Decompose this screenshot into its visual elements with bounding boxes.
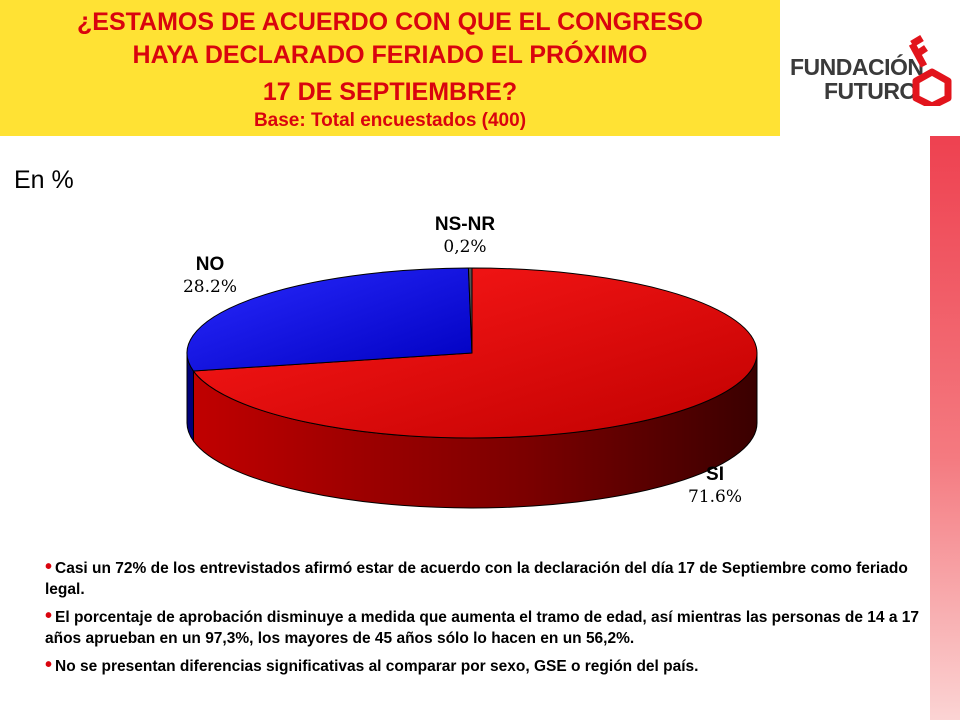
logo-line-2: FUTURO bbox=[824, 78, 917, 104]
unit-label: En % bbox=[14, 166, 74, 194]
slice-label-ns-nr: NS-NR bbox=[435, 214, 495, 235]
note-item: • Casi un 72% de los entrevistados afirmó… bbox=[45, 556, 925, 600]
chart-subtitle: Base: Total encuestados (400) bbox=[253, 110, 527, 131]
bullet-icon: • bbox=[45, 654, 53, 676]
note-text: El porcentaje de aprobación disminuye a … bbox=[45, 609, 920, 647]
pie-slice-si bbox=[192, 267, 758, 439]
note-text: No se presentan diferencias significativ… bbox=[55, 658, 699, 675]
note-item: • El porcentaje de aprobación disminuye a… bbox=[45, 605, 925, 649]
key-icon bbox=[908, 34, 952, 106]
note-item: • No se presentan diferencias significati… bbox=[45, 654, 925, 677]
pie-slice-ns-nr bbox=[467, 267, 473, 354]
title-line-2: HAYA DECLARADO FERIADO EL PRÓXIMO bbox=[132, 41, 648, 69]
bullet-icon: • bbox=[45, 556, 53, 578]
bullet-icon: • bbox=[45, 605, 53, 627]
decorative-side-stripe bbox=[930, 136, 960, 720]
slice-label-si: SI bbox=[706, 464, 724, 485]
title-line-1: ¿ESTAMOS DE ACUERDO CON QUE EL CONGRESO bbox=[77, 8, 703, 36]
title-banner: ¿ESTAMOS DE ACUERDO CON QUE EL CONGRESO … bbox=[0, 0, 780, 136]
notes-list: • Casi un 72% de los entrevistados afirmó… bbox=[45, 556, 925, 684]
fundacion-futuro-logo: FUNDACIÓN FUTURO bbox=[790, 30, 960, 110]
slice-value-si: 71.6% bbox=[688, 487, 742, 507]
title-line-3: 17 DE SEPTIEMBRE? bbox=[262, 78, 518, 106]
slice-value-no: 28.2% bbox=[183, 277, 237, 297]
slice-value-ns-nr: 0,2% bbox=[443, 237, 486, 257]
logo-line-1: FUNDACIÓN bbox=[790, 54, 924, 80]
note-text: Casi un 72% de los entrevistados afirmó … bbox=[45, 560, 908, 598]
slice-label-no: NO bbox=[196, 254, 225, 275]
pie-slice-no bbox=[186, 267, 473, 372]
